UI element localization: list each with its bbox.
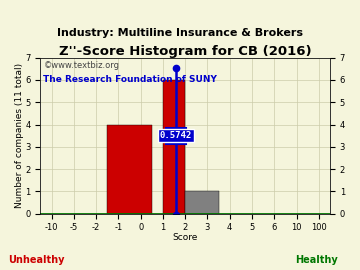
Text: 0.5742: 0.5742 [159, 131, 192, 140]
Y-axis label: Number of companies (11 total): Number of companies (11 total) [15, 63, 24, 208]
Text: ©www.textbiz.org: ©www.textbiz.org [44, 61, 120, 70]
X-axis label: Score: Score [172, 232, 198, 241]
Bar [185, 191, 219, 214]
Text: Unhealthy: Unhealthy [8, 255, 64, 265]
Text: Healthy: Healthy [296, 255, 338, 265]
Text: The Research Foundation of SUNY: The Research Foundation of SUNY [44, 75, 217, 84]
Bar [163, 80, 185, 214]
Bar [107, 124, 152, 214]
Title: Z''-Score Histogram for CB (2016): Z''-Score Histogram for CB (2016) [59, 45, 311, 58]
Text: Industry: Multiline Insurance & Brokers: Industry: Multiline Insurance & Brokers [57, 28, 303, 38]
